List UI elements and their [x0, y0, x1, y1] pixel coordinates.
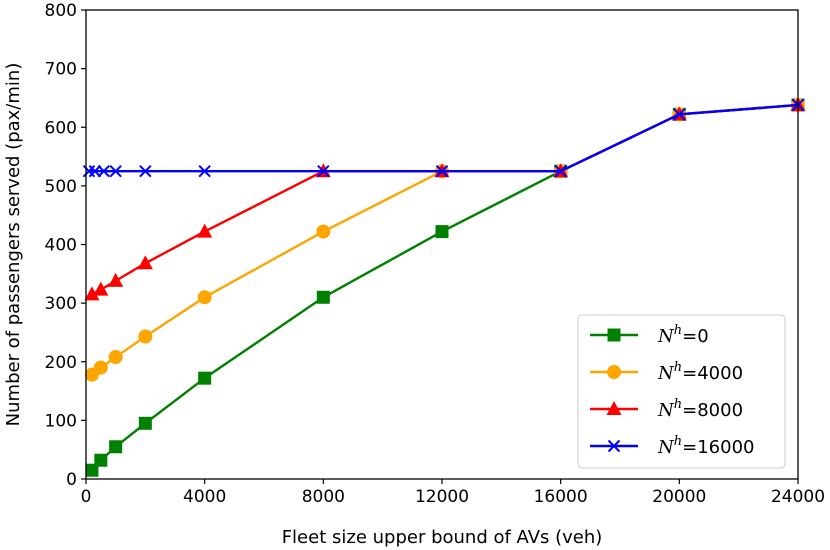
- data-point: [138, 329, 153, 344]
- x-tick-label: 24000: [771, 487, 825, 507]
- legend-label: Nh=0: [657, 323, 709, 347]
- x-axis-label: Fleet size upper bound of AVs (veh): [282, 527, 603, 548]
- x-tick-label: 12000: [415, 487, 469, 507]
- x-tick-label: 16000: [534, 487, 588, 507]
- legend-marker: [607, 365, 621, 379]
- data-point: [84, 286, 100, 301]
- data-point: [317, 165, 330, 178]
- data-point: [138, 416, 152, 430]
- y-tick-label: 400: [45, 236, 77, 256]
- data-point: [316, 224, 331, 239]
- x-tick-label: 4000: [183, 487, 226, 507]
- series-line: [88, 103, 799, 173]
- data-point: [109, 440, 123, 454]
- data-point: [554, 165, 567, 178]
- legend-label: Nh=16000: [657, 434, 754, 458]
- data-point: [93, 281, 109, 296]
- legend-label: Nh=4000: [657, 360, 743, 384]
- data-point: [108, 272, 124, 287]
- data-point: [435, 225, 449, 239]
- x-tick-label: 20000: [652, 487, 706, 507]
- data-point: [109, 165, 122, 178]
- y-tick-label: 500: [45, 177, 77, 197]
- legend: Nh=0 Nh=4000 Nh=8000 Nh=16000: [577, 314, 786, 469]
- y-tick-label: 800: [45, 1, 77, 21]
- data-point: [197, 223, 213, 238]
- x-tick-label: 8000: [302, 487, 345, 507]
- data-point: [316, 290, 330, 304]
- data-point: [137, 255, 153, 270]
- axis-ticks: 0 4000 8000 12000 16000 20000 24000 0 100 200 300 4…: [45, 1, 826, 507]
- y-tick-label: 700: [45, 60, 77, 80]
- series-3: [82, 98, 805, 178]
- data-point: [673, 108, 686, 121]
- data-point: [88, 165, 102, 178]
- data-point: [198, 371, 212, 385]
- data-point: [108, 350, 123, 365]
- data-point: [197, 290, 212, 305]
- y-tick-label: 300: [45, 294, 77, 314]
- plot-area: [82, 96, 806, 477]
- series-line: [91, 103, 799, 296]
- data-point: [198, 165, 211, 178]
- legend-marker: [606, 401, 622, 415]
- x-tick-label: 0: [81, 487, 92, 507]
- data-point: [97, 165, 111, 178]
- data-point: [94, 453, 108, 467]
- legend-box: [577, 314, 786, 469]
- data-point: [435, 165, 449, 178]
- data-point: [85, 463, 99, 477]
- y-tick-label: 200: [45, 353, 77, 373]
- legend-marker: [607, 328, 621, 342]
- y-axis-label: Number of passengers served (pax/min): [3, 63, 24, 427]
- legend-label: Nh=8000: [657, 397, 743, 421]
- series-2: [84, 96, 806, 301]
- y-tick-label: 0: [66, 470, 77, 490]
- data-point: [139, 165, 152, 178]
- legend-marker: [607, 439, 621, 453]
- y-tick-label: 100: [45, 411, 77, 431]
- data-point: [93, 360, 108, 375]
- y-tick-label: 600: [45, 118, 77, 138]
